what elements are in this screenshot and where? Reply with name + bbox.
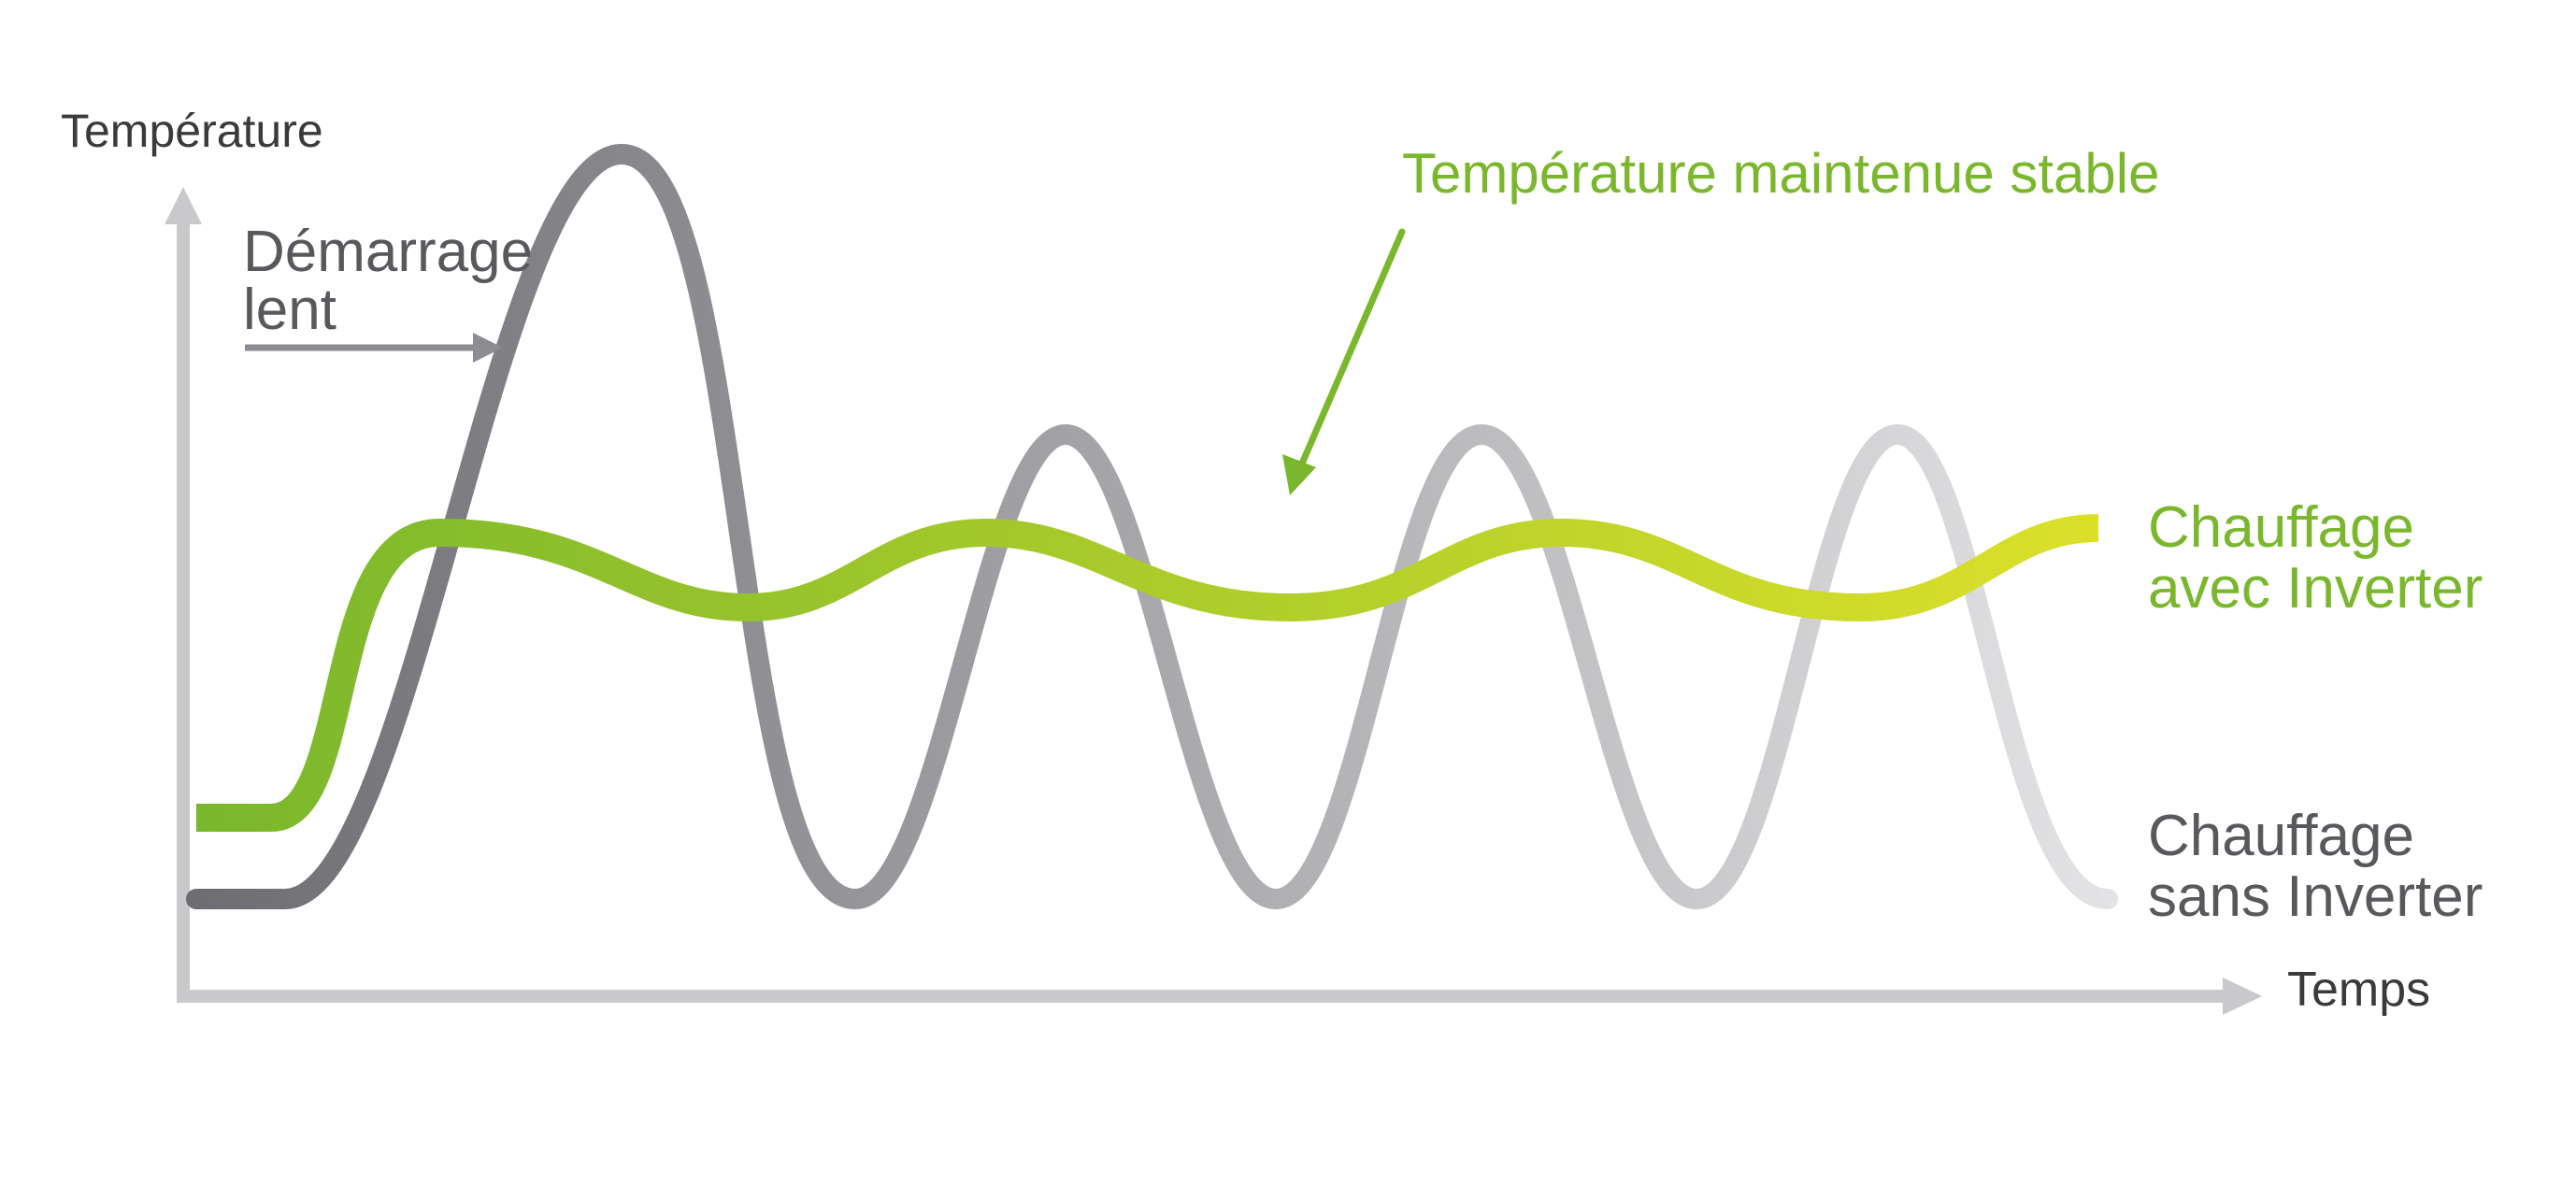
inverter-label-line1: Chauffage [2148, 495, 2414, 560]
inverter-label-line2: avec Inverter [2148, 556, 2483, 621]
no-inverter-label-line1: Chauffage [2148, 804, 2414, 868]
no-inverter-label-line2: sans Inverter [2148, 864, 2483, 929]
curve-with-inverter [196, 514, 2099, 832]
stable-annotation-arrow [1282, 228, 1406, 495]
slow-start-label-line2: lent [243, 278, 336, 342]
slow-start-label-line1: Démarrage [243, 220, 533, 284]
x-axis-label: Temps [2287, 963, 2430, 1017]
stable-annotation-label: Température maintenue stable [1402, 142, 2159, 205]
axes [165, 187, 2262, 1015]
slow-start-arrow [245, 333, 503, 363]
y-axis-arrowhead [165, 187, 202, 224]
y-axis-label: Température [61, 105, 323, 157]
x-axis-arrowhead [2223, 978, 2262, 1015]
